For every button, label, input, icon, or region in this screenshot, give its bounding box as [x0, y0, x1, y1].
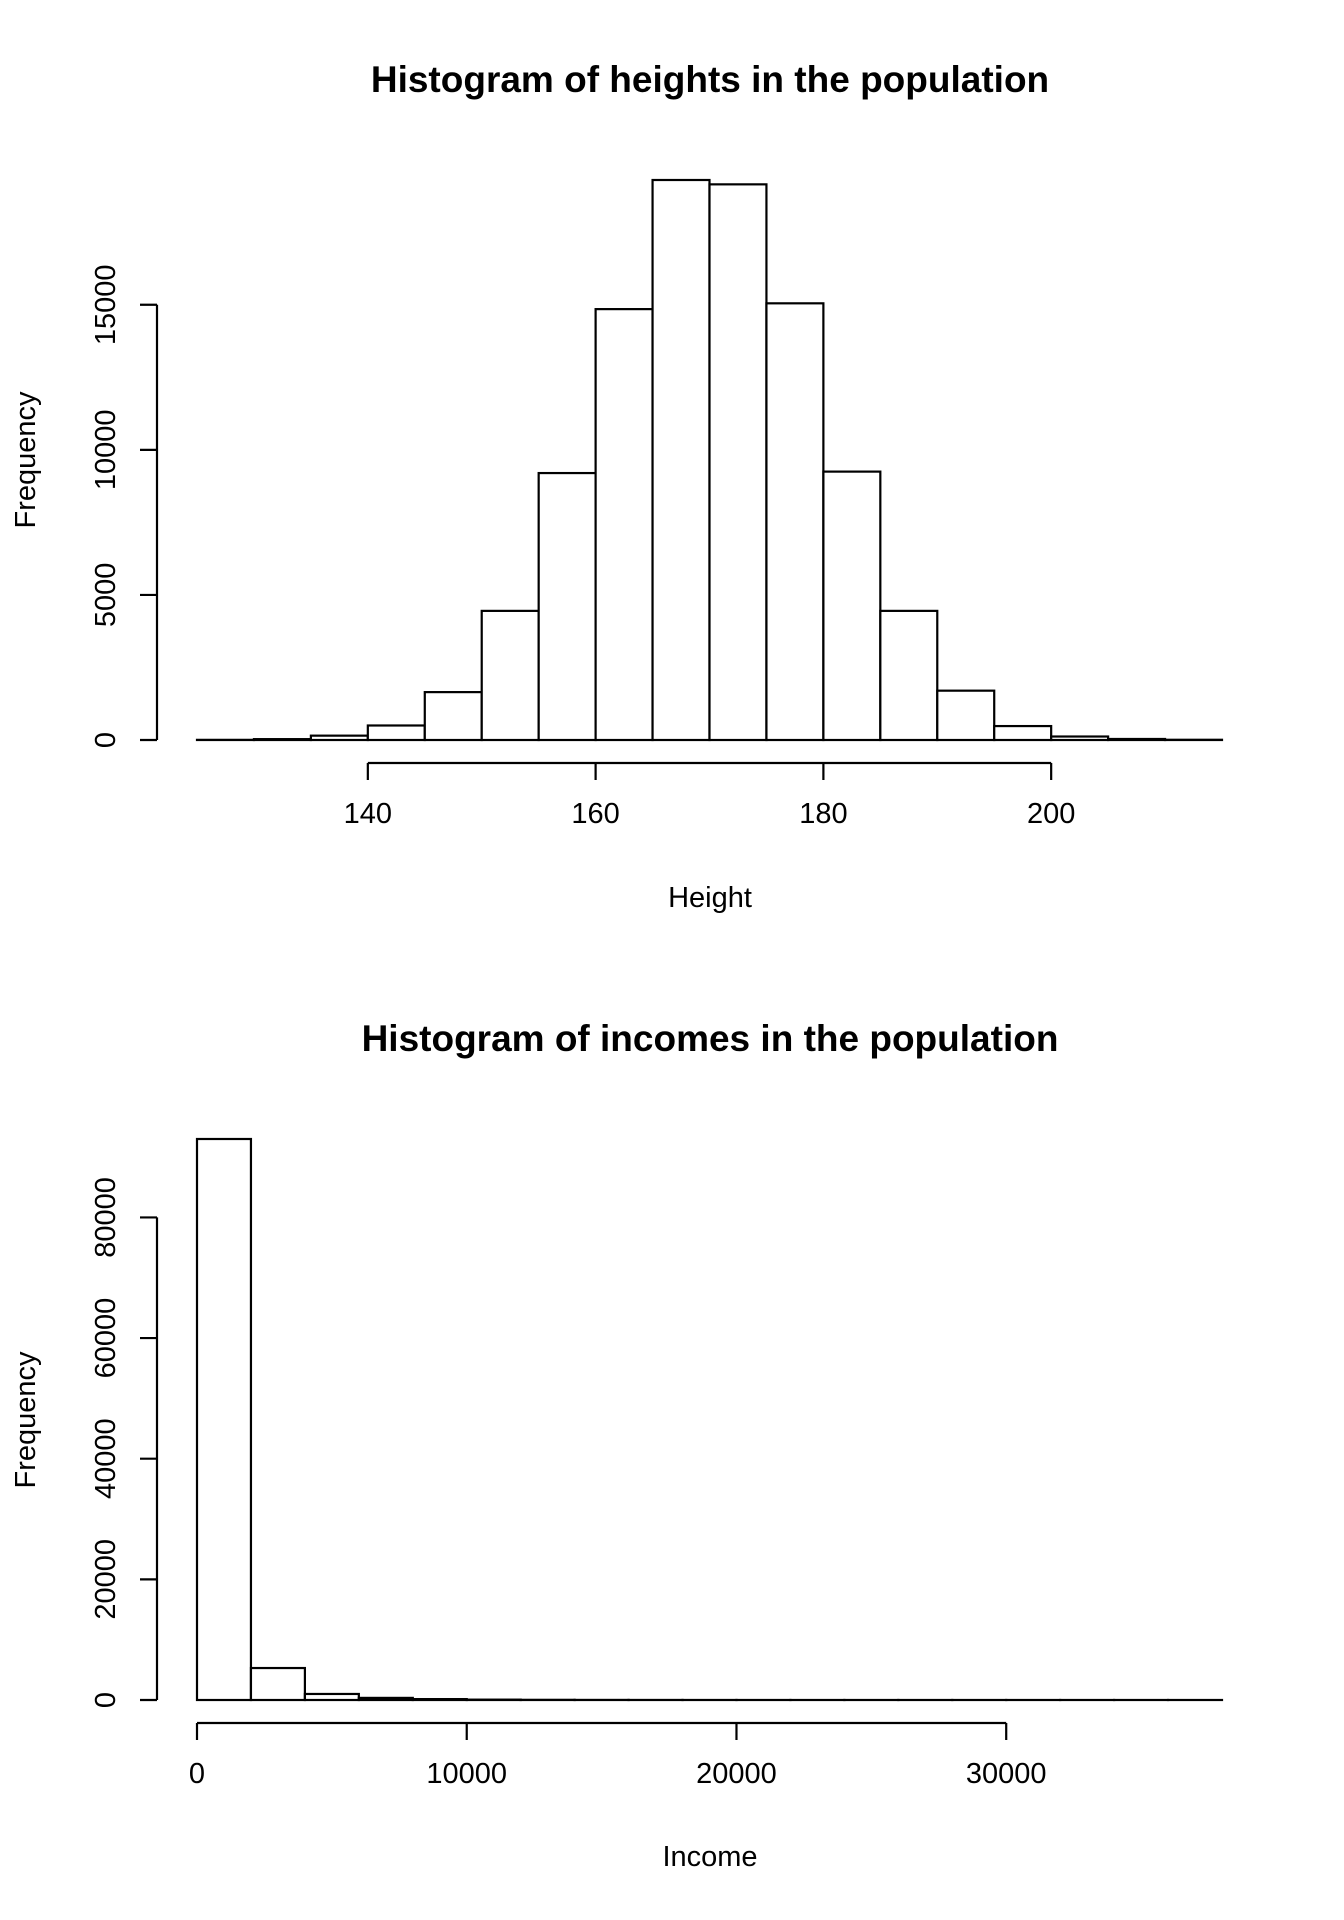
height-y-tick-label: 15000	[90, 264, 122, 345]
height-bar	[537, 471, 597, 742]
income-y-tick-label: 80000	[90, 1177, 122, 1258]
height-bar	[594, 308, 654, 742]
height-bar	[480, 609, 540, 742]
height-histogram-panel: Histogram of heights in the population 1…	[10, 59, 1224, 914]
height-y-axis: 0 5000 10000 15000	[90, 264, 159, 748]
height-bar	[936, 689, 996, 742]
height-bar	[993, 724, 1053, 742]
income-bar	[249, 1666, 306, 1702]
height-bar	[879, 609, 939, 742]
height-y-tick-label: 5000	[90, 563, 122, 628]
income-bar	[411, 1697, 468, 1702]
income-y-axis: 0 20000 40000 60000 80000	[90, 1177, 159, 1708]
income-y-tick-label: 20000	[90, 1539, 122, 1620]
height-x-tick-label: 180	[799, 798, 847, 830]
income-x-tick-label: 0	[189, 1758, 205, 1790]
height-chart-title: Histogram of heights in the population	[371, 59, 1049, 100]
height-bar	[366, 724, 426, 742]
height-bars	[195, 178, 1224, 742]
income-y-tick-label: 40000	[90, 1418, 122, 1499]
height-y-axis-label: Frequency	[10, 391, 42, 529]
income-x-axis: 0 10000 20000 30000	[189, 1721, 1047, 1790]
height-y-tick-label: 0	[90, 732, 122, 748]
height-bar	[423, 691, 483, 742]
income-bar	[195, 1137, 253, 1702]
height-bar	[1050, 735, 1110, 742]
income-y-axis-label: Frequency	[10, 1351, 42, 1489]
income-y-tick-label: 60000	[90, 1298, 122, 1379]
height-bar	[765, 302, 825, 742]
height-bar	[252, 738, 312, 742]
height-x-axis-label: Height	[668, 882, 752, 914]
income-x-axis-label: Income	[662, 1841, 757, 1873]
height-bar	[1107, 737, 1167, 742]
income-y-tick-label: 0	[90, 1692, 122, 1708]
income-x-tick-label: 10000	[426, 1758, 507, 1790]
height-y-tick-label: 10000	[90, 410, 122, 491]
height-bar	[309, 734, 369, 742]
height-x-axis: 140 160 180 200	[344, 761, 1075, 830]
income-chart-title: Histogram of incomes in the population	[362, 1018, 1059, 1059]
height-x-tick-label: 140	[344, 798, 392, 830]
height-x-tick-label: 200	[1027, 798, 1075, 830]
height-x-tick-label: 160	[571, 798, 619, 830]
height-bar	[651, 178, 711, 742]
income-bar	[357, 1696, 414, 1702]
income-histogram-panel: Histogram of incomes in the population 0…	[10, 1018, 1224, 1873]
income-bars	[195, 1137, 1224, 1702]
height-bar	[708, 183, 768, 742]
income-x-tick-label: 20000	[696, 1758, 777, 1790]
income-x-tick-label: 30000	[966, 1758, 1047, 1790]
income-bar	[303, 1692, 360, 1702]
height-bar	[822, 470, 882, 742]
